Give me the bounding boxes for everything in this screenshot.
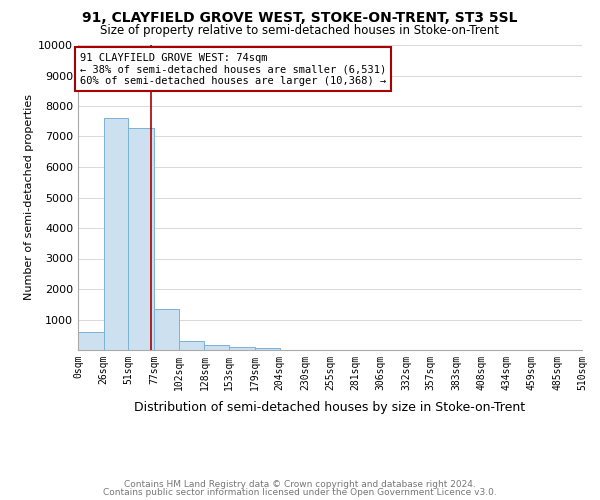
Text: 91, CLAYFIELD GROVE WEST, STOKE-ON-TRENT, ST3 5SL: 91, CLAYFIELD GROVE WEST, STOKE-ON-TRENT… bbox=[82, 11, 518, 25]
Bar bbox=[205, 346, 229, 350]
Bar bbox=[255, 348, 280, 350]
Text: 91 CLAYFIELD GROVE WEST: 74sqm
← 38% of semi-detached houses are smaller (6,531): 91 CLAYFIELD GROVE WEST: 74sqm ← 38% of … bbox=[80, 52, 386, 86]
Y-axis label: Number of semi-detached properties: Number of semi-detached properties bbox=[24, 94, 34, 300]
Bar bbox=[104, 118, 128, 350]
Bar bbox=[154, 308, 179, 350]
Text: Size of property relative to semi-detached houses in Stoke-on-Trent: Size of property relative to semi-detach… bbox=[101, 24, 499, 37]
Text: Contains public sector information licensed under the Open Government Licence v3: Contains public sector information licen… bbox=[103, 488, 497, 497]
Bar bbox=[229, 348, 255, 350]
X-axis label: Distribution of semi-detached houses by size in Stoke-on-Trent: Distribution of semi-detached houses by … bbox=[134, 401, 526, 414]
Bar bbox=[179, 340, 205, 350]
Bar bbox=[128, 128, 154, 350]
Text: Contains HM Land Registry data © Crown copyright and database right 2024.: Contains HM Land Registry data © Crown c… bbox=[124, 480, 476, 489]
Bar bbox=[78, 332, 104, 350]
